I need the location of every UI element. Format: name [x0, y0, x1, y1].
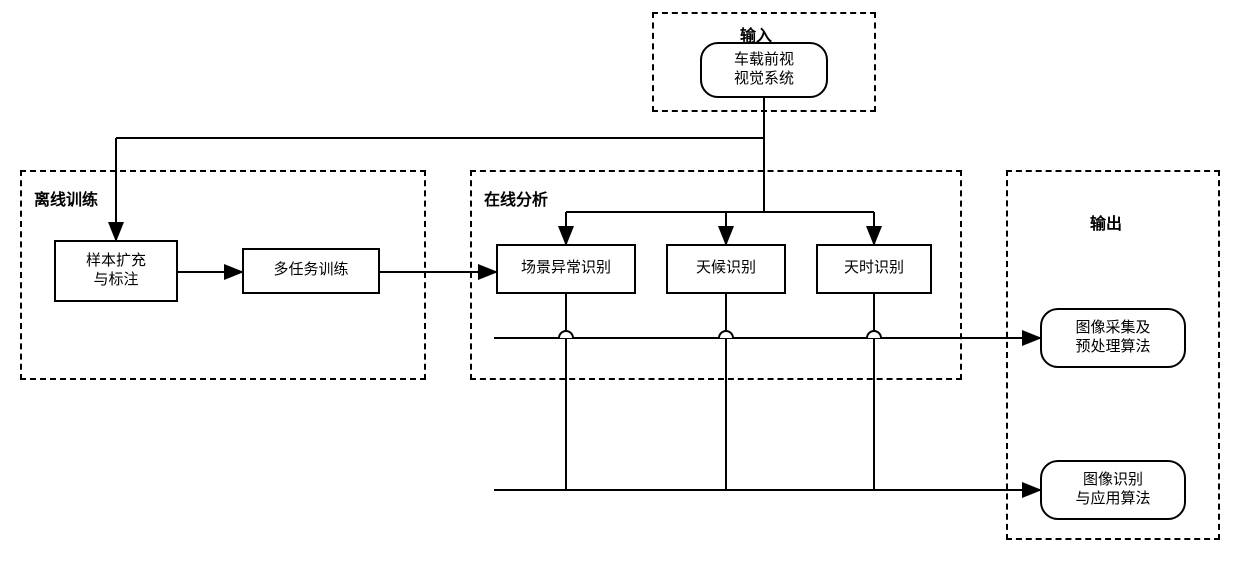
node-output-recog: 图像识别与应用算法 — [1040, 460, 1186, 520]
node-output-capture: 图像采集及预处理算法 — [1040, 308, 1186, 368]
node-weather-recog: 天候识别 — [666, 244, 786, 294]
title-online: 在线分析 — [484, 186, 548, 210]
node-scene-anomaly: 场景异常识别 — [496, 244, 636, 294]
title-output: 输出 — [1090, 210, 1122, 234]
node-timeofday-recog: 天时识别 — [816, 244, 932, 294]
node-multitask-train: 多任务训练 — [242, 248, 380, 294]
node-input-system: 车载前视视觉系统 — [700, 42, 828, 98]
node-sample-augment: 样本扩充与标注 — [54, 240, 178, 302]
title-offline: 离线训练 — [34, 186, 98, 210]
